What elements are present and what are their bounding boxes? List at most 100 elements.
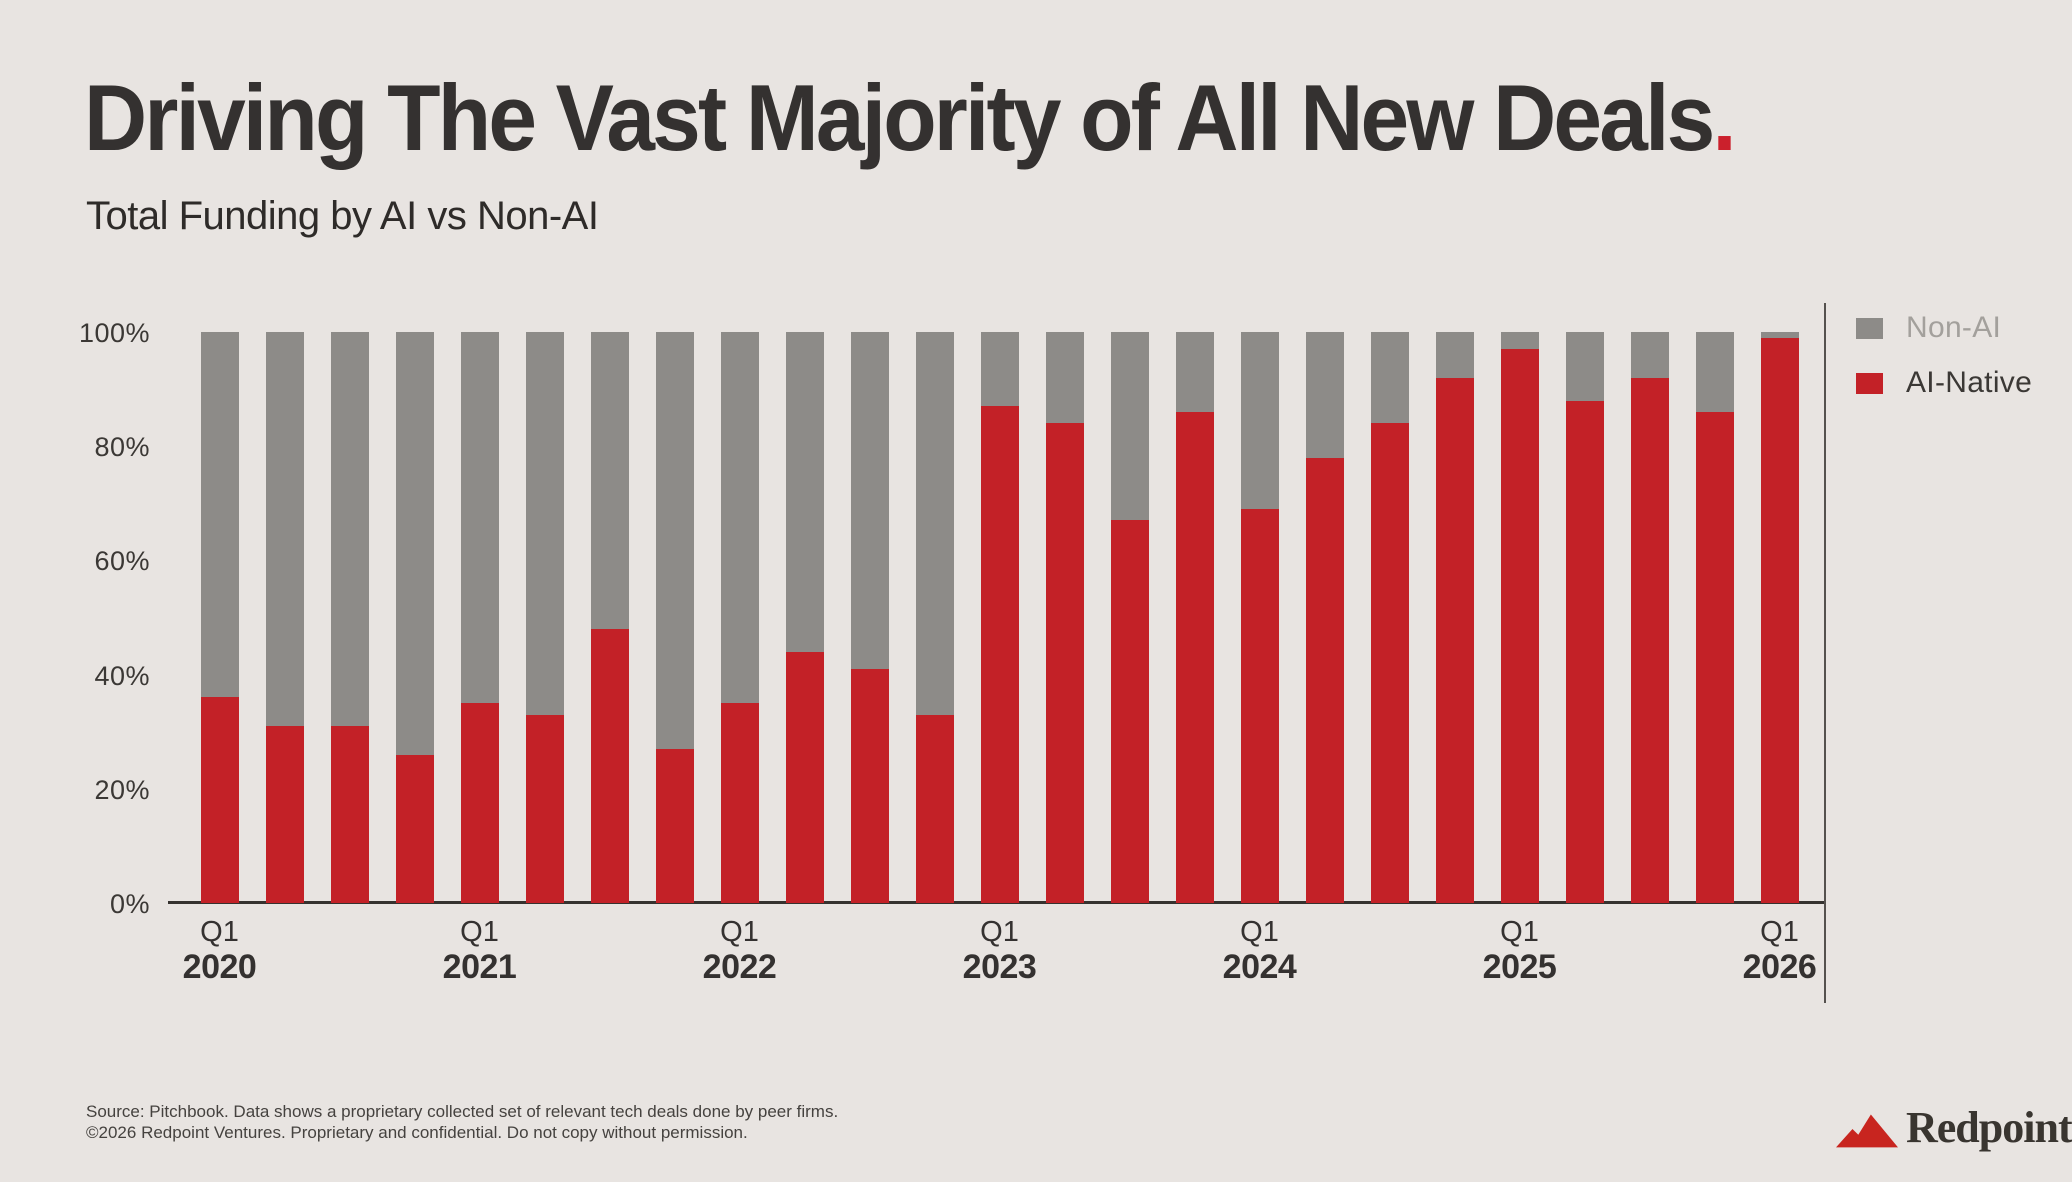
bar-segment-ai-native: [850, 668, 889, 903]
bar-segment-non-ai: [1630, 332, 1669, 378]
footer-source-line: Source: Pitchbook. Data shows a propriet…: [86, 1102, 839, 1121]
x-axis-tick-quarter: Q1: [1240, 916, 1279, 948]
bar-segment-ai-native: [525, 714, 564, 903]
y-axis-tick: 100%: [78, 318, 150, 348]
bar-segment-non-ai: [1305, 332, 1344, 458]
y-axis-tick: 40%: [94, 660, 150, 691]
bar-group: [850, 332, 889, 903]
mountain-icon: [1836, 1114, 1898, 1148]
right-axis-line: [1824, 303, 1826, 1003]
bar-group: [1500, 332, 1539, 903]
bar-segment-ai-native: [1045, 423, 1084, 903]
bar-segment-non-ai: [1370, 332, 1409, 424]
bar-segment-ai-native: [265, 725, 304, 903]
bar-group: [655, 332, 694, 903]
bar-segment-non-ai: [265, 332, 304, 726]
bar-segment-non-ai: [915, 332, 954, 715]
bar-segment-ai-native: [1630, 377, 1669, 903]
x-axis-tick-year: 2023: [962, 948, 1037, 986]
bar-group: [720, 332, 759, 903]
bar-segment-ai-native: [395, 754, 434, 903]
title-accent-period: .: [1712, 65, 1736, 170]
bar-group: [785, 332, 824, 903]
bar-segment-ai-native: [980, 406, 1019, 903]
bar-segment-ai-native: [785, 651, 824, 903]
x-axis-tick-year: 2026: [1742, 948, 1817, 986]
x-axis-tick-quarter: Q1: [200, 916, 239, 948]
bar-segment-ai-native: [1565, 400, 1604, 903]
x-axis-tick-quarter: Q1: [1760, 916, 1799, 948]
bar-segment-non-ai: [330, 332, 369, 726]
bar-segment-non-ai: [1435, 332, 1474, 378]
bar-segment-non-ai: [1110, 332, 1149, 521]
redpoint-logo: Redpoint: [1836, 1103, 2072, 1152]
x-axis-tick-quarter: Q1: [460, 916, 499, 948]
bar-group: [915, 332, 954, 903]
bar-group: [1305, 332, 1344, 903]
bar-segment-non-ai: [200, 332, 239, 698]
bar-group: [1175, 332, 1214, 903]
bar-group: [1370, 332, 1409, 903]
logo-wordmark: Redpoint: [1906, 1103, 2072, 1152]
bar-group: [1240, 332, 1279, 903]
chart-subtitle: Total Funding by AI vs Non-AI: [86, 194, 599, 238]
footer-copyright-line: ©2026 Redpoint Ventures. Proprietary and…: [86, 1123, 748, 1142]
bar-segment-non-ai: [395, 332, 434, 755]
bar-group: [1695, 332, 1734, 903]
legend-label: Non-AI: [1906, 311, 2002, 344]
x-axis-tick-year: 2025: [1482, 948, 1557, 986]
bar-group: [1045, 332, 1084, 903]
page-title: Driving The Vast Majority of All New Dea…: [84, 58, 1737, 178]
bar-segment-ai-native: [1695, 411, 1734, 903]
bar-segment-non-ai: [525, 332, 564, 715]
bar-group: [1565, 332, 1604, 903]
bar-group: [1630, 332, 1669, 903]
bar-group: [980, 332, 1019, 903]
bar-segment-non-ai: [720, 332, 759, 704]
legend-item-ai-native: AI-Native: [1856, 366, 2032, 399]
bar-group: [395, 332, 434, 903]
bar-segment-ai-native: [590, 628, 629, 903]
x-axis-tick-year: 2021: [442, 948, 517, 986]
bar-segment-non-ai: [850, 332, 889, 669]
bar-segment-non-ai: [1760, 332, 1799, 338]
bar-group: [200, 332, 239, 903]
bar-segment-ai-native: [460, 703, 499, 903]
legend-item-non-ai: Non-AI: [1856, 311, 2032, 344]
x-axis-tick-year: 2024: [1222, 948, 1297, 986]
bar-segment-ai-native: [1500, 349, 1539, 903]
bar-segment-non-ai: [980, 332, 1019, 407]
footer-disclaimer: Source: Pitchbook. Data shows a propriet…: [86, 1101, 838, 1143]
non-ai-swatch-icon: [1856, 317, 1883, 339]
bar-segment-non-ai: [1565, 332, 1604, 401]
bar-segment-ai-native: [200, 697, 239, 903]
bar-group: [330, 332, 369, 903]
bar-segment-non-ai: [785, 332, 824, 652]
bar-segment-non-ai: [1240, 332, 1279, 509]
bar-segment-ai-native: [720, 703, 759, 903]
y-axis-tick: 20%: [94, 774, 150, 805]
x-axis-tick-quarter: Q1: [720, 916, 759, 948]
bar-segment-ai-native: [1110, 520, 1149, 903]
title-text: Driving The Vast Majority of All New Dea…: [84, 65, 1715, 170]
bar-segment-non-ai: [460, 332, 499, 704]
bar-segment-ai-native: [1175, 411, 1214, 903]
legend-label: AI-Native: [1906, 366, 2033, 399]
bar-group: [1760, 332, 1799, 903]
bar-group: [525, 332, 564, 903]
bar-segment-non-ai: [655, 332, 694, 749]
bar-segment-ai-native: [1305, 457, 1344, 903]
bar-segment-ai-native: [1240, 509, 1279, 903]
bar-segment-non-ai: [1500, 332, 1539, 350]
bar-segment-ai-native: [655, 748, 694, 903]
y-axis-tick: 0%: [109, 889, 150, 919]
x-axis-tick-year: 2020: [182, 948, 257, 986]
y-axis-tick: 60%: [94, 546, 150, 577]
bar-segment-ai-native: [1435, 377, 1474, 903]
bar-segment-ai-native: [915, 714, 954, 903]
bar-group: [590, 332, 629, 903]
chart-legend: Non-AI AI-Native: [1856, 311, 2032, 426]
bar-segment-ai-native: [1760, 337, 1799, 903]
